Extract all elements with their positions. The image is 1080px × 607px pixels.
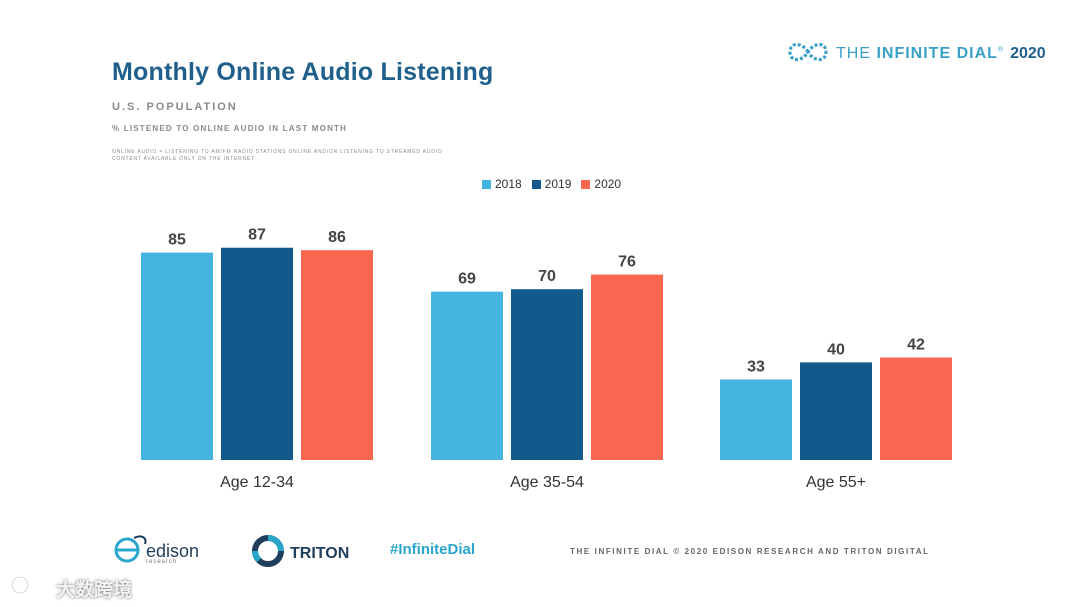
watermark-text: 大数跨境	[56, 579, 133, 601]
bar-2020-age-55-	[880, 357, 952, 460]
measure-note: % LISTENED TO ONLINE AUDIO IN LAST MONTH	[112, 124, 348, 133]
copyright: THE INFINITE DIAL © 2020 EDISON RESEARCH…	[570, 547, 930, 556]
subtitle: U.S. POPULATION	[112, 101, 238, 113]
legend-swatch-2019	[531, 179, 541, 189]
data-label-2020-age-35-54: 76	[618, 254, 636, 271]
bar-2019-age-12-34	[221, 247, 293, 460]
brand-mark: ®	[997, 46, 1005, 54]
data-label-2020-age-12-34: 86	[328, 229, 346, 246]
data-label-2018-age-35-54: 69	[458, 271, 476, 288]
bar-2019-age-55-	[800, 362, 872, 460]
bar-2018-age-35-54	[431, 291, 503, 460]
bar-2020-age-12-34	[301, 250, 373, 460]
data-label-2018-age-12-34: 85	[168, 232, 186, 249]
legend-label-2018: 2018	[495, 177, 522, 191]
bar-2018-age-55-	[720, 379, 792, 460]
data-label-2018-age-55-: 33	[747, 358, 765, 375]
legend-label-2020: 2020	[594, 177, 622, 191]
legend-item-2019: 2019	[531, 177, 572, 191]
infinity-icon	[786, 39, 830, 70]
edison-logo: edison research	[112, 532, 199, 571]
watermark: 大数跨境	[10, 572, 132, 604]
infinite-dial-logo: THE INFINITE DIAL® 2020	[786, 40, 1046, 68]
brand-text: THE INFINITE DIAL®	[836, 45, 1004, 63]
legend-swatch-2018	[482, 179, 491, 189]
chart-legend: 2018 2019 2020	[482, 177, 621, 191]
edison-name: edison	[146, 541, 200, 561]
data-label-2019-age-55-: 40	[827, 341, 845, 358]
hashtag: #InfiniteDial	[390, 541, 476, 558]
watermark-icon	[10, 572, 50, 604]
triton-logo: TRITON	[250, 533, 349, 574]
bar-2018-age-12-34	[141, 252, 213, 460]
brand-prefix: THE	[836, 45, 871, 62]
brand-year: 2020	[1010, 45, 1046, 62]
category-label-age-12-34: Age 12-34	[220, 474, 294, 491]
bar-2020-age-35-54	[591, 274, 663, 460]
legend-label-2019: 2019	[544, 177, 572, 191]
triton-name: TRITON	[290, 544, 350, 562]
category-label-age-55-: Age 55+	[806, 474, 866, 491]
legend-item-2020: 2020	[581, 177, 621, 191]
bar-2019-age-35-54	[511, 289, 583, 460]
definition-note: Online audio = listening to AM/FM radio …	[112, 149, 443, 162]
data-label-2019-age-12-34: 87	[248, 227, 266, 244]
brand-name: INFINITE DIAL	[876, 45, 998, 62]
legend-item-2018: 2018	[482, 177, 522, 191]
data-label-2019-age-35-54: 70	[538, 268, 556, 285]
data-label-2020-age-55-: 42	[907, 337, 925, 354]
category-label-age-35-54: Age 35-54	[510, 474, 584, 491]
edison-sub: research	[146, 559, 178, 565]
triton-ring-icon	[250, 533, 286, 574]
legend-swatch-2020	[581, 179, 591, 189]
page-title: Monthly Online Audio Listening	[112, 58, 494, 86]
edison-swirl-icon	[112, 532, 148, 571]
